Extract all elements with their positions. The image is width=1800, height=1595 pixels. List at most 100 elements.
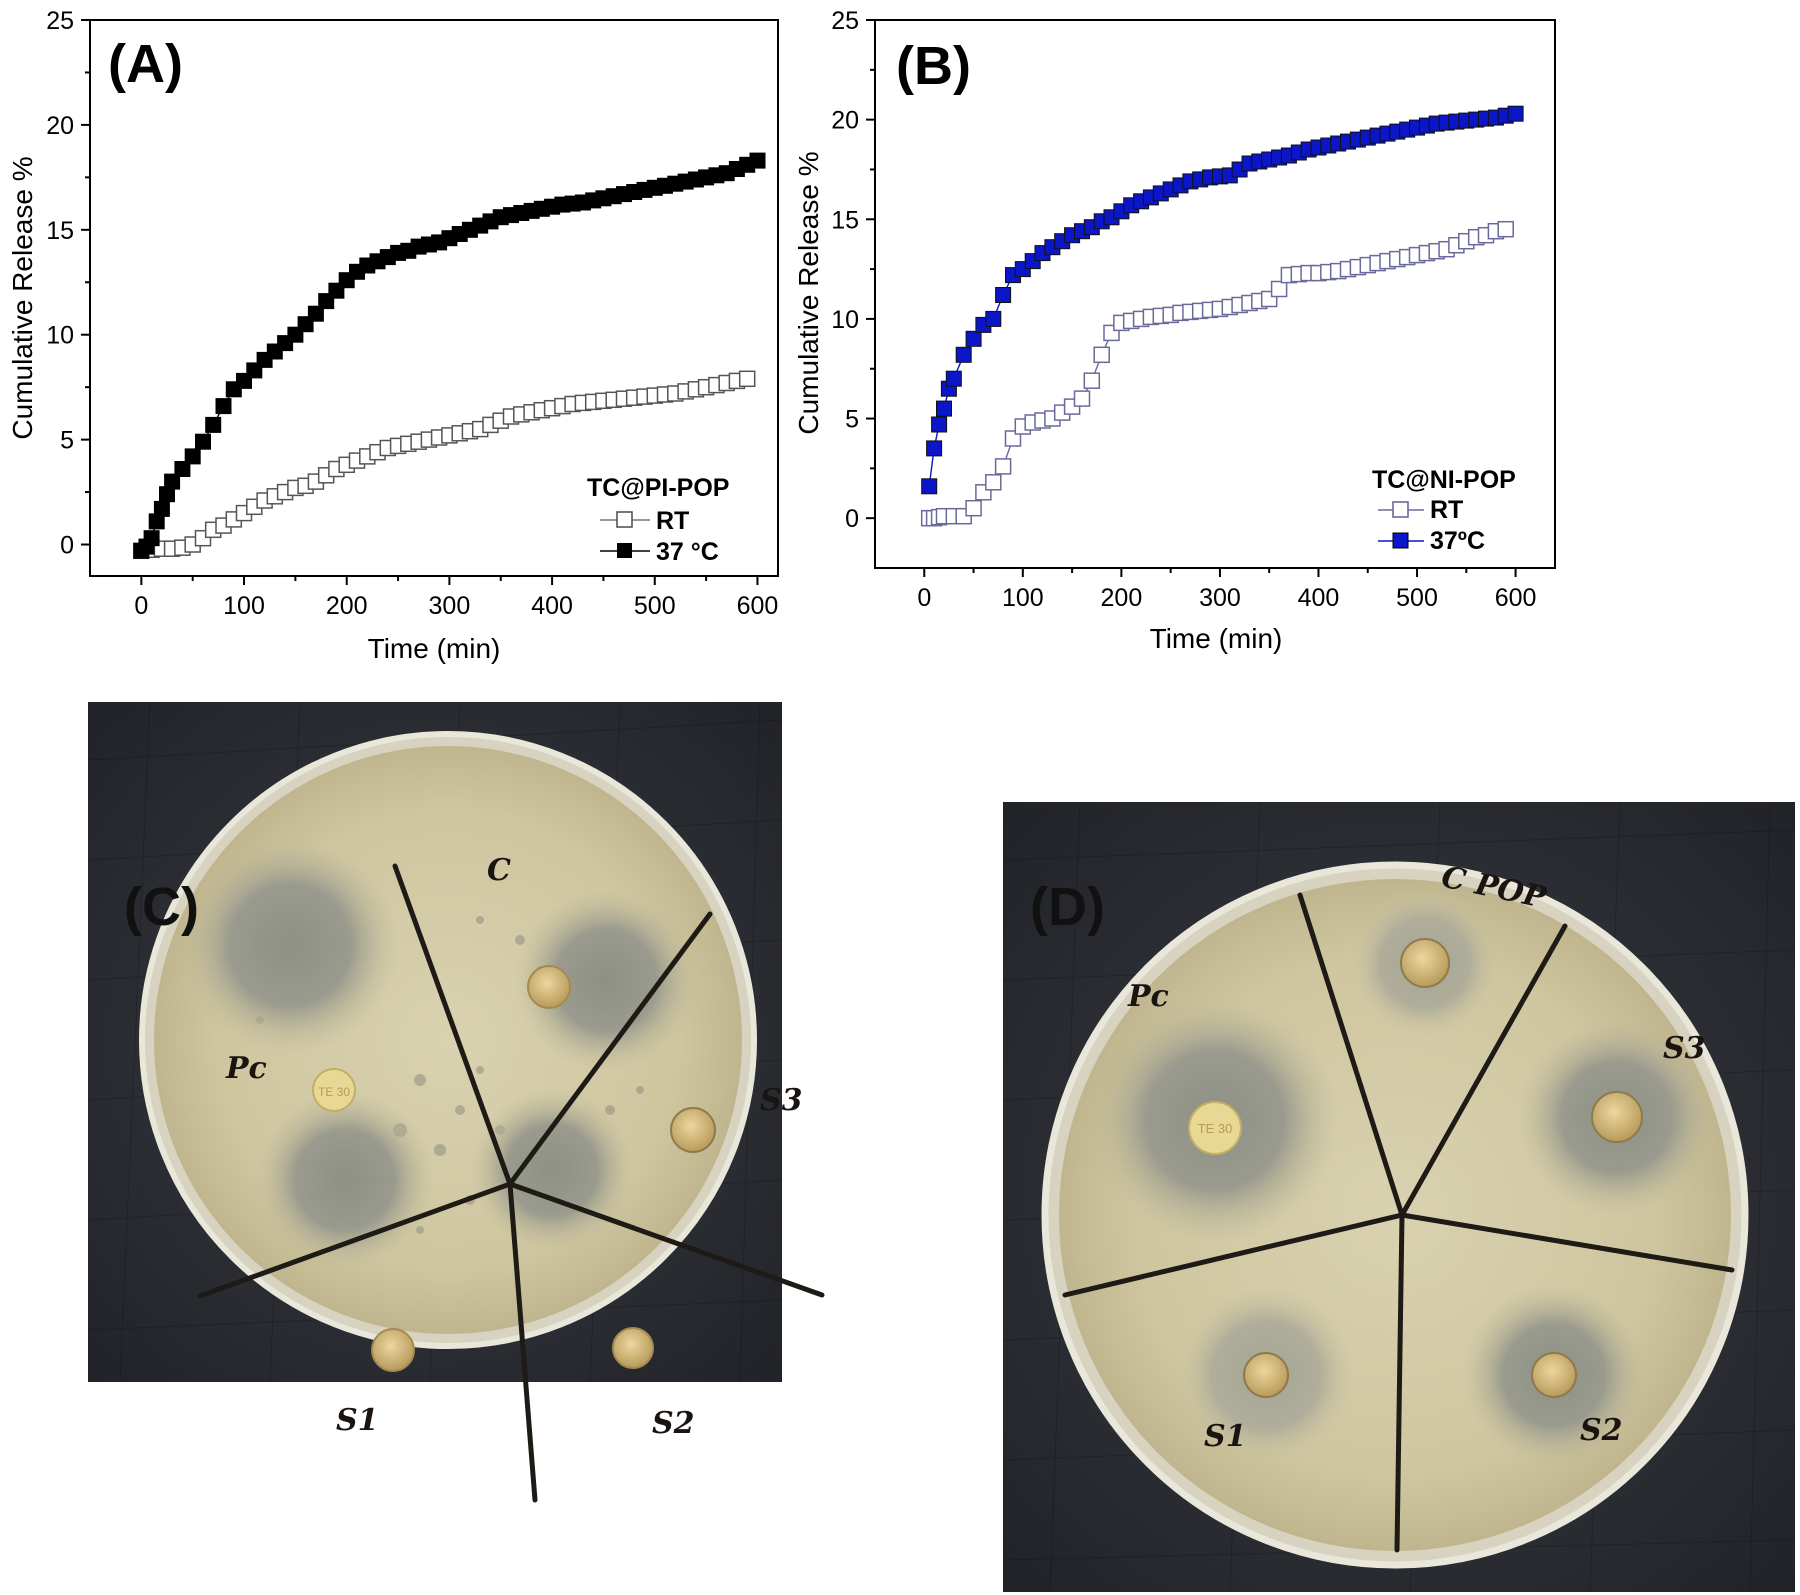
chart-a-y-tick-label: 15 [46, 217, 74, 245]
plate-d-label-left: Pc [1127, 979, 1169, 1014]
chart-b-series-rt-point [1093, 346, 1110, 364]
chart-b-x-axis-title: Time (min) [1150, 623, 1283, 654]
plate-d-label-right: S3 [1663, 1031, 1706, 1066]
chart-b-series-37c-point [965, 330, 982, 347]
chart-b-y-tick-label: 15 [831, 206, 859, 234]
chart-a-x-tick-label: 100 [223, 592, 265, 620]
chart-b-legend: TC@NI-POP RT 37ºC [1372, 466, 1516, 555]
chart-a-legend-rt-label: RT [656, 507, 689, 535]
plate-d-disk-s2 [1531, 1352, 1577, 1398]
chart-b-y-tick-label: 20 [831, 107, 859, 135]
chart-b-series-37c-point [995, 287, 1012, 303]
plate-c-disk-text: TE 30 [318, 1085, 350, 1099]
chart-b-series-rt-point [1497, 220, 1514, 238]
chart-a-x-axis-title: Time (min) [368, 633, 501, 664]
chart-b-series-rt-point [1270, 280, 1288, 298]
chart-b-series-rt-point [1083, 372, 1101, 389]
plate-d-label-bottom-right: S2 [1580, 1413, 1623, 1448]
chart-b-legend-rt-marker [1392, 501, 1409, 518]
chart-a-series-37c-point [205, 416, 222, 433]
chart-a-series-37c-point [174, 461, 191, 477]
plate-c-disk-s3 [670, 1107, 716, 1153]
plate-c-letter: (C) [124, 877, 199, 937]
chart-a-series-37c-point [143, 530, 160, 547]
chart-a-legend: TC@PI-POP RT 37 °C [587, 474, 729, 566]
chart-a: 0 100 200 300 400 500 600 0 5 10 15 20 25 (A) Time (… [7, 7, 779, 664]
chart-b-x-tick-label: 600 [1495, 584, 1537, 612]
plate-c-label-right: S3 [760, 1083, 803, 1118]
chart-a-x-tick-label: 200 [326, 592, 368, 620]
chart-a-frame [89, 19, 779, 577]
chart-b-series-37c-point [955, 346, 972, 363]
chart-a-series-37c-point [195, 433, 211, 450]
chart-a-panel-letter: (A) [108, 34, 183, 94]
chart-b-x-tick-label: 200 [1101, 584, 1143, 612]
chart-a-legend-37-label: 37 °C [656, 538, 719, 566]
plate-d-dividers [1062, 892, 1735, 1553]
plate-c-zone-pc [180, 835, 400, 1055]
plate-c-disk-s1 [371, 1328, 415, 1372]
chart-a-series-37c-point [215, 398, 232, 415]
plate-c-disk-s2 [612, 1327, 654, 1369]
plate-d-disk-c [1400, 938, 1450, 988]
chart-b-series-rt-point [1073, 390, 1091, 407]
plate-photo-c: TE 30 C Pc S3 S2 S1 (C) [87, 701, 825, 1503]
chart-b-y-tick-label: 10 [831, 306, 859, 334]
chart-b-series-rt-point [965, 499, 982, 517]
chart-b-legend-title: TC@NI-POP [1372, 466, 1516, 494]
plate-c-disk-c [527, 965, 571, 1009]
chart-b-series-37c-point [926, 440, 943, 457]
chart-b-ticks: 0 100 200 300 400 500 600 0 5 10 15 20 25 [831, 7, 1536, 612]
plate-c-disk-pc [312, 1068, 356, 1112]
chart-a-legend-title: TC@PI-POP [587, 474, 729, 502]
chart-b-x-tick-label: 100 [1002, 584, 1044, 612]
chart-b-series-37c-point [945, 370, 962, 387]
chart-a-legend-rt-marker [616, 511, 633, 528]
chart-a-series-37c-point [749, 152, 766, 169]
plate-c-label-bottom-left: S1 [336, 1403, 379, 1438]
chart-a-ticks: 0 100 200 300 400 500 600 0 5 10 15 20 25 [46, 7, 778, 620]
chart-b-y-tick-label: 25 [831, 7, 859, 35]
chart-b-frame [874, 19, 1556, 569]
chart-a-series-37c-point [164, 473, 181, 490]
chart-b-y-tick-label: 0 [845, 505, 859, 533]
chart-a-series-37c-point [307, 305, 324, 322]
chart-b-series-37c-point [936, 400, 952, 417]
chart-b-y-axis-title: Cumulative Release % [793, 151, 824, 434]
chart-b-y-tick-label: 5 [845, 406, 859, 434]
chart-a-x-tick-label: 0 [134, 592, 148, 620]
chart-a-x-tick-label: 500 [634, 592, 676, 620]
chart-a-y-tick-label: 20 [46, 112, 74, 140]
chart-a-series-rt-point [738, 370, 756, 388]
chart-a-y-tick-label: 10 [46, 322, 74, 350]
chart-a-legend-37-marker [617, 543, 632, 558]
chart-b-series-rt-point [994, 458, 1012, 475]
chart-b-series-37c-point [985, 310, 1002, 327]
plate-c-label-bottom-right: S2 [652, 1406, 695, 1441]
chart-b-x-tick-label: 400 [1298, 584, 1340, 612]
chart-a-y-axis-title: Cumulative Release % [7, 156, 38, 439]
chart-b-x-tick-label: 500 [1396, 584, 1438, 612]
plate-d-letter: (D) [1030, 877, 1105, 937]
chart-a-series-37c-point [184, 448, 201, 465]
plate-d-label-bottom-left: S1 [1204, 1419, 1247, 1454]
chart-a-series-37c-point [153, 500, 170, 517]
chart-b-x-tick-label: 0 [917, 584, 931, 612]
chart-a-series [133, 152, 766, 560]
chart-a-x-tick-label: 300 [429, 592, 471, 620]
chart-b-series-37c-point [931, 416, 948, 433]
chart-a-x-tick-label: 600 [737, 592, 779, 620]
chart-b-x-tick-label: 300 [1199, 584, 1241, 612]
chart-a-y-tick-label: 5 [60, 427, 74, 455]
chart-b-series-37c-point [921, 478, 938, 495]
chart-b-series-37c-point [1507, 105, 1524, 122]
chart-b-panel-letter: (B) [896, 36, 971, 96]
chart-a-y-tick-label: 25 [46, 7, 74, 35]
chart-b: 0 100 200 300 400 500 600 0 5 10 15 20 25 (B) Time (… [793, 7, 1556, 654]
plate-d-disk-pc [1188, 1101, 1242, 1155]
plate-c-dividers [197, 863, 825, 1503]
plate-d-disk-text: TE 30 [1198, 1121, 1233, 1136]
plate-c-zone-s3 [514, 888, 698, 1072]
plate-c-zone-s2 [470, 1088, 634, 1252]
